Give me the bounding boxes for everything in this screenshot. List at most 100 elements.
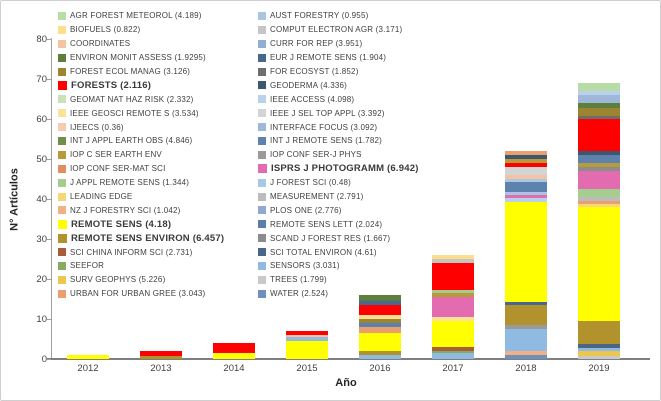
bar-segment <box>359 315 401 319</box>
legend-item: J APPL REMOTE SENS (1.344) <box>58 176 224 190</box>
legend-item-label: TREES (1.799) <box>270 275 327 285</box>
legend-item: INT J REMOTE SENS (1.782) <box>258 134 419 148</box>
bar-segment <box>432 263 474 290</box>
bar-segment <box>578 204 620 207</box>
legend-item: INT J APPL EARTH OBS (4.846) <box>58 134 224 148</box>
bar-segment <box>359 295 401 301</box>
legend-item: PLOS ONE (2.776) <box>258 203 419 217</box>
legend-item-label: SENSORS (3.031) <box>270 261 340 271</box>
legend-item-label: NZ J FORESTRY SCI (1.042) <box>70 205 181 215</box>
legend-item: FOREST ECOL MANAG (3.126) <box>58 65 224 79</box>
bar-segment <box>505 163 547 167</box>
x-tick-label: 2012 <box>77 363 99 374</box>
bar-segment <box>432 317 474 321</box>
legend-item-label: GEOMAT NAT HAZ RISK (2.332) <box>70 94 194 104</box>
color-swatch-icon <box>58 67 66 76</box>
y-tick-label: 40 <box>36 193 47 205</box>
bar-2012 <box>67 355 109 359</box>
bar-segment <box>359 305 401 315</box>
bar-segment <box>359 319 401 323</box>
color-swatch-icon <box>258 206 266 215</box>
legend-item-label: MEASUREMENT (2.791) <box>270 192 364 202</box>
bar-segment <box>578 344 620 348</box>
color-swatch-icon <box>58 164 66 173</box>
color-swatch-icon <box>58 219 67 229</box>
legend-item-label: IEEE ACCESS (4.098) <box>270 94 355 104</box>
legend-item: TREES (1.799) <box>258 273 419 287</box>
bar-segment <box>359 351 401 355</box>
legend-item-label: FOREST ECOL MANAG (3.126) <box>70 67 191 76</box>
bar-segment <box>67 355 109 359</box>
bar-segment <box>578 321 620 344</box>
bar-segment <box>578 116 620 119</box>
legend-item-label: ENVIRON MONIT ASSESS (1.9295) <box>70 53 206 63</box>
x-tick-label: 2018 <box>515 363 537 374</box>
bar-2016 <box>359 295 401 359</box>
legend-item: IEEE GEOSCI REMOTE S (3.534) <box>58 106 224 120</box>
bar-segment <box>578 167 620 171</box>
legend-item-label: IJEECS (0.36) <box>70 122 124 132</box>
legend-item: REMOTE SENS (4.18) <box>58 217 224 231</box>
bar-segment <box>505 329 547 351</box>
bar-segment <box>432 290 474 293</box>
legend-item: CURR FOR REP (3.951) <box>258 37 419 51</box>
bar-segment <box>578 356 620 359</box>
y-tick-mark <box>47 39 51 40</box>
y-tick-mark <box>47 199 51 200</box>
bar-segment <box>505 305 547 325</box>
bar-segment <box>432 321 474 347</box>
legend-item-label: IEEE J SEL TOP APPL (3.392) <box>270 108 385 118</box>
legend-item-label: IOP C SER EARTH ENV <box>70 150 162 160</box>
legend-item: EUR J REMOTE SENS (1.904) <box>258 51 419 65</box>
bar-segment <box>578 155 620 163</box>
y-tick-label: 0 <box>41 353 47 365</box>
legend-item-label: IOP CONF SER-MAT SCI <box>70 164 166 174</box>
legend-item-label: SCI TOTAL ENVIRON (4.61) <box>270 247 377 257</box>
color-swatch-icon <box>258 261 266 270</box>
legend-item-label: EUR J REMOTE SENS (1.904) <box>270 53 387 63</box>
legend-item: SEEFOR <box>58 259 224 273</box>
color-swatch-icon <box>258 67 266 76</box>
legend-item: COORDINATES <box>58 37 224 51</box>
color-swatch-icon <box>258 192 266 201</box>
legend-item-label: COORDINATES <box>70 39 131 49</box>
legend-item: WATER (2.524) <box>258 287 419 301</box>
bar-segment <box>578 189 620 197</box>
y-tick-label: 80 <box>36 33 47 45</box>
color-swatch-icon <box>258 123 266 132</box>
legend-item-label: J FOREST SCI (0.48) <box>270 178 352 188</box>
color-swatch-icon <box>58 25 66 34</box>
bar-segment <box>359 355 401 359</box>
bar-segment <box>359 301 401 305</box>
legend-item: GEOMAT NAT HAZ RISK (2.332) <box>58 92 224 106</box>
bar-segment <box>578 163 620 167</box>
color-swatch-icon <box>58 289 66 298</box>
bar-2015 <box>286 331 328 359</box>
color-swatch-icon <box>258 25 266 34</box>
color-swatch-icon <box>58 95 66 104</box>
legend-item: FOR ECOSYST (1.852) <box>258 65 419 79</box>
bar-segment <box>578 207 620 321</box>
color-swatch-icon <box>258 275 266 284</box>
legend-item: IOP CONF SER-J PHYS <box>258 148 419 162</box>
legend-item-label: IOP CONF SER-J PHYS <box>270 150 362 160</box>
bar-segment <box>505 192 547 195</box>
color-swatch-icon <box>258 81 266 90</box>
bar-segment <box>505 302 547 305</box>
legend-item-label: AGR FOREST METEOROL (4.189) <box>70 11 202 21</box>
legend-item-label: FORESTS (2.116) <box>71 79 152 91</box>
legend-item-label: REMOTE SENS (4.18) <box>71 218 172 230</box>
y-tick-label: 20 <box>36 273 47 285</box>
bar-segment <box>359 323 401 327</box>
bar-segment <box>286 335 328 337</box>
color-swatch-icon <box>58 11 66 20</box>
bar-segment <box>578 197 620 201</box>
color-swatch-icon <box>58 53 66 62</box>
legend-item: ENVIRON MONIT ASSESS (1.9295) <box>58 51 224 65</box>
legend-item: IOP C SER EARTH ENV <box>58 148 224 162</box>
bar-segment <box>505 175 547 179</box>
color-swatch-icon <box>258 234 266 243</box>
legend-item-label: SURV GEOPHYS (5.226) <box>70 275 166 285</box>
color-swatch-icon <box>58 109 66 118</box>
y-tick-mark <box>47 119 51 120</box>
